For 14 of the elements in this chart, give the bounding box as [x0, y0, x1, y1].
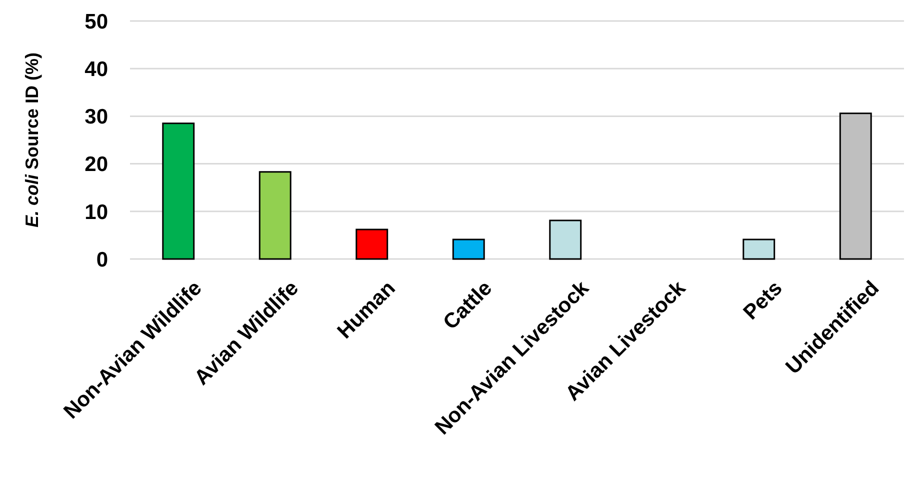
- bar: [356, 228, 388, 260]
- bar: [742, 238, 776, 260]
- y-tick-label: 0: [96, 248, 108, 272]
- bar: [839, 112, 872, 260]
- bar: [452, 238, 485, 260]
- y-tick-label: 50: [84, 10, 108, 34]
- y-tick-label: 40: [84, 58, 108, 81]
- y-tick-label: 20: [84, 153, 108, 176]
- y-tick-label: 10: [84, 200, 108, 224]
- bar: [162, 122, 195, 260]
- bar: [549, 220, 582, 260]
- y-axis-title: E. coli Source ID (%): [22, 52, 42, 228]
- y-tick-label: 30: [84, 106, 108, 129]
- bar: [258, 171, 292, 260]
